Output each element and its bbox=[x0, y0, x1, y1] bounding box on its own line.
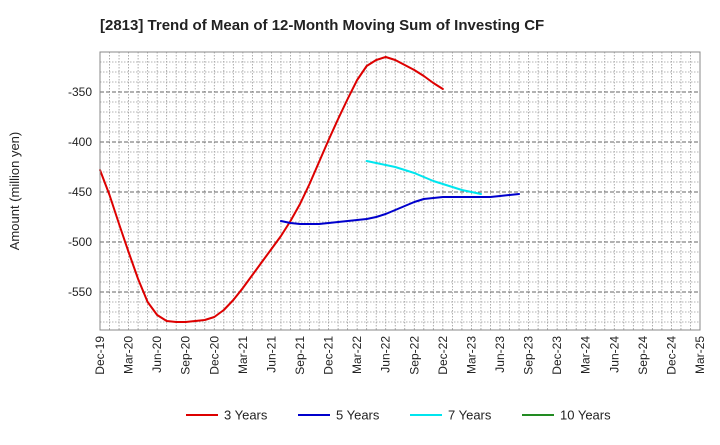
y-tick-label: -500 bbox=[68, 235, 92, 249]
x-tick-label: Jun-23 bbox=[493, 336, 507, 373]
x-tick-label: Mar-24 bbox=[579, 336, 593, 374]
x-tick-label: Dec-23 bbox=[550, 336, 564, 375]
legend-label-5-years: 5 Years bbox=[336, 408, 380, 423]
grid-lines bbox=[100, 51, 700, 330]
series-line-5-years bbox=[279, 193, 521, 225]
x-axis-ticks: Dec-19 Mar-20 Jun-20 Sep-20 Dec-20 Mar-21 Jun-… bbox=[93, 336, 707, 375]
y-tick-label: -450 bbox=[68, 185, 92, 199]
y-axis-label: Amount (million yen) bbox=[7, 132, 22, 251]
legend-label-3-years: 3 Years bbox=[224, 408, 268, 423]
x-tick-label: Jun-21 bbox=[264, 336, 278, 373]
x-tick-label: Sep-20 bbox=[179, 336, 193, 375]
legend-label-7-years: 7 Years bbox=[448, 408, 492, 423]
x-tick-label: Dec-22 bbox=[436, 336, 450, 375]
x-tick-label: Dec-19 bbox=[93, 336, 107, 375]
x-tick-label: Dec-24 bbox=[664, 336, 678, 375]
y-tick-label: -550 bbox=[68, 285, 92, 299]
x-tick-label: Sep-24 bbox=[636, 336, 650, 375]
x-tick-label: Mar-21 bbox=[236, 336, 250, 374]
x-tick-label: Sep-23 bbox=[522, 336, 536, 375]
x-tick-label: Dec-20 bbox=[207, 336, 221, 375]
y-tick-label: -400 bbox=[68, 135, 92, 149]
x-tick-label: Mar-22 bbox=[350, 336, 364, 374]
x-tick-label: Dec-21 bbox=[322, 336, 336, 375]
x-tick-label: Jun-22 bbox=[379, 336, 393, 373]
x-tick-label: Jun-20 bbox=[150, 336, 164, 373]
plot-frame bbox=[99, 51, 701, 331]
series-lines bbox=[99, 56, 521, 323]
x-tick-label: Sep-22 bbox=[407, 336, 421, 375]
x-tick-label: Mar-20 bbox=[122, 336, 136, 374]
x-tick-label: Sep-21 bbox=[293, 336, 307, 375]
y-tick-label: -350 bbox=[68, 85, 92, 99]
x-tick-label: Jun-24 bbox=[607, 336, 621, 373]
x-tick-label: Mar-23 bbox=[464, 336, 478, 374]
x-tick-label: Mar-25 bbox=[693, 336, 707, 374]
y-axis-ticks: -350 -400 -450 -500 -550 bbox=[68, 85, 92, 299]
series-line-3-years bbox=[99, 56, 444, 323]
series-line-7-years bbox=[365, 160, 482, 195]
chart-title: [2813] Trend of Mean of 12-Month Moving … bbox=[100, 17, 544, 34]
legend-label-10-years: 10 Years bbox=[560, 408, 611, 423]
legend: 3 Years 5 Years 7 Years 10 Years bbox=[186, 408, 611, 423]
